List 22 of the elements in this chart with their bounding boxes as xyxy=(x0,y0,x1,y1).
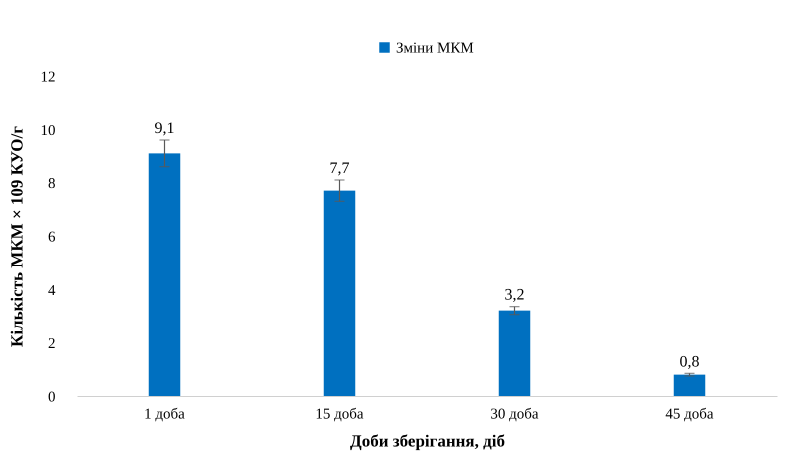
y-tick-label: 0 xyxy=(48,390,56,406)
data-label: 3,2 xyxy=(504,286,524,304)
x-tick-label: 30 доба xyxy=(490,406,539,422)
y-tick-label: 2 xyxy=(48,336,56,352)
y-tick-label: 6 xyxy=(48,230,56,246)
x-tick-label: 45 доба xyxy=(665,406,714,422)
y-tick-label: 8 xyxy=(48,176,56,192)
bar xyxy=(498,310,530,396)
x-tick-label: 1 доба xyxy=(144,406,186,422)
y-tick-label: 10 xyxy=(40,122,56,139)
x-axis-title: Доби зберігання, діб xyxy=(350,432,505,450)
bar xyxy=(324,190,356,396)
data-label: 9,1 xyxy=(154,120,174,137)
bar xyxy=(674,374,706,396)
bar xyxy=(148,153,180,396)
y-tick-label: 12 xyxy=(40,70,56,86)
y-tick-label: 4 xyxy=(48,282,56,299)
x-tick-label: 15 доба xyxy=(315,406,364,422)
legend-label: Зміни МКМ xyxy=(396,40,474,56)
y-axis-title: Кількість МКМ × 109 КУО/г xyxy=(8,126,26,347)
data-label: 7,7 xyxy=(330,160,350,177)
data-label: 0,8 xyxy=(680,353,700,370)
